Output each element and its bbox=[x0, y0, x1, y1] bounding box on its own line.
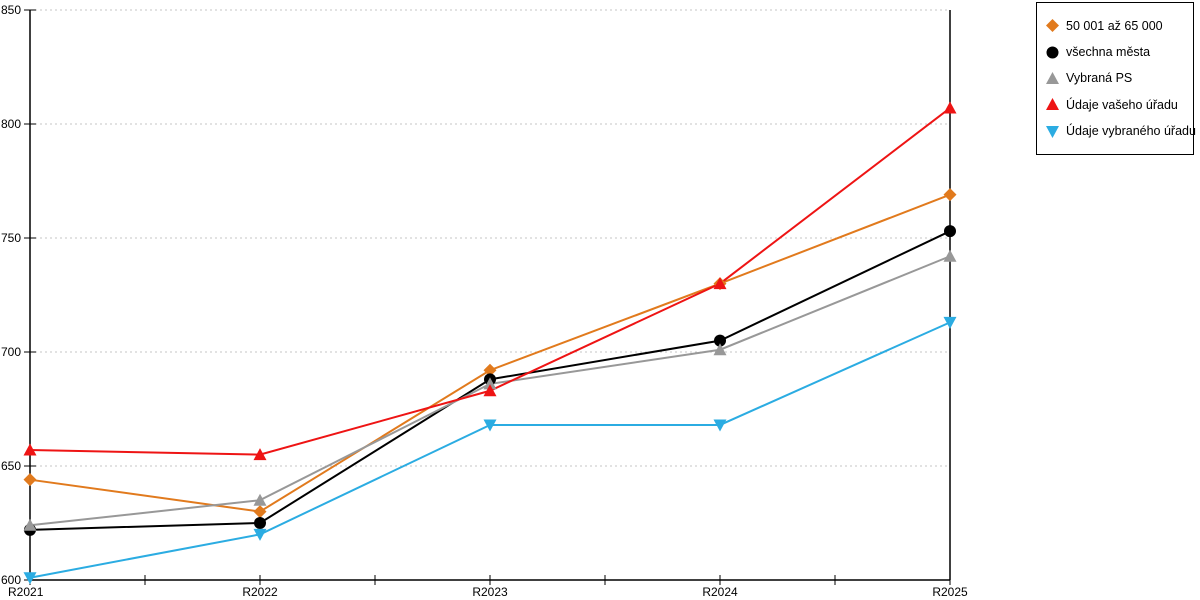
y-tick-label: 750 bbox=[1, 231, 21, 245]
diamond-marker-icon bbox=[483, 363, 497, 377]
triangle-up-marker-icon bbox=[483, 384, 497, 397]
triangle-up-marker-icon bbox=[943, 249, 957, 262]
diamond-marker-icon bbox=[253, 505, 267, 519]
legend-label: všechna města bbox=[1066, 45, 1151, 60]
triangle-down-marker-icon bbox=[943, 316, 957, 329]
x-tick-label: R2024 bbox=[702, 585, 738, 599]
legend-marker bbox=[1046, 71, 1059, 84]
legend-label: Vybraná PS bbox=[1066, 71, 1133, 86]
circle-marker-icon bbox=[714, 334, 726, 347]
triangle-down-marker-icon bbox=[1046, 125, 1059, 138]
triangle-down-marker-icon bbox=[253, 528, 267, 541]
chart-legend: 50 001 až 65 000 všechna města Vybraná PS Ú… bbox=[1036, 2, 1196, 155]
legend-item: Vybraná PS bbox=[1045, 71, 1191, 86]
triangle-up-marker-icon bbox=[253, 448, 267, 461]
diamond-marker-icon bbox=[23, 473, 37, 487]
legend-marker bbox=[1046, 125, 1059, 138]
triangle-down-marker-icon bbox=[483, 419, 497, 432]
triangle-up-marker-icon bbox=[1046, 98, 1059, 111]
triangle-up-marker-icon bbox=[23, 443, 37, 456]
triangle-up-marker-icon bbox=[253, 493, 267, 506]
triangle-up-marker-icon bbox=[483, 377, 497, 390]
legend-item: všechna města bbox=[1045, 45, 1191, 60]
triangle-up-marker-icon bbox=[23, 518, 37, 531]
circle-marker-icon bbox=[1046, 46, 1059, 59]
legend-item: 50 001 až 65 000 bbox=[1045, 18, 1191, 33]
triangle-up-marker-icon bbox=[713, 343, 727, 356]
x-tick-label: R2023 bbox=[472, 585, 508, 599]
legend-item: Údaje vybraného úřadu bbox=[1045, 124, 1196, 139]
y-tick-label: 650 bbox=[1, 459, 21, 473]
diamond-marker-icon bbox=[1046, 19, 1059, 33]
triangle-down-marker-icon bbox=[23, 572, 37, 585]
legend-label: Údaje vašeho úřadu bbox=[1066, 97, 1178, 112]
circle-marker-icon bbox=[944, 225, 956, 238]
triangle-up-marker-icon bbox=[1046, 71, 1059, 84]
diamond-marker-icon bbox=[943, 188, 957, 202]
triangle-up-marker-icon bbox=[943, 101, 957, 114]
y-tick-label: 800 bbox=[1, 117, 21, 131]
series-line-1 bbox=[29, 193, 951, 513]
x-tick-label: R2022 bbox=[242, 585, 278, 599]
x-tick-label: R2021 bbox=[8, 585, 44, 599]
legend-marker bbox=[1046, 98, 1059, 111]
series-line-5 bbox=[29, 321, 951, 579]
legend-marker bbox=[1046, 46, 1059, 59]
triangle-down-marker-icon bbox=[713, 419, 727, 432]
legend-item: Údaje vašeho úřadu bbox=[1045, 97, 1191, 112]
legend-label: 50 001 až 65 000 bbox=[1066, 18, 1163, 33]
series-line-4 bbox=[29, 107, 951, 456]
triangle-up-marker-icon bbox=[713, 277, 727, 290]
circle-marker-icon bbox=[254, 517, 266, 529]
legend-label: Údaje vybraného úřadu bbox=[1066, 124, 1196, 139]
legend-marker bbox=[1046, 19, 1059, 33]
x-tick-label: R2025 bbox=[932, 585, 968, 599]
y-tick-label: 700 bbox=[1, 345, 21, 359]
y-tick-label: 600 bbox=[1, 573, 21, 587]
y-tick-label: 850 bbox=[1, 3, 21, 17]
